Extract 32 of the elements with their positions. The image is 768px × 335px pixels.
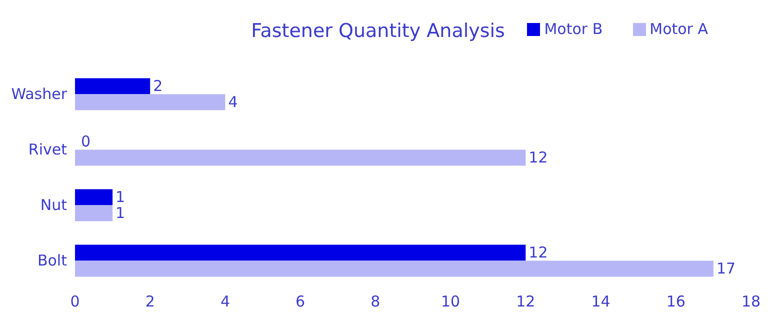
data-label: 4 <box>228 93 238 112</box>
data-label: 12 <box>528 148 548 167</box>
bar <box>75 150 526 166</box>
data-label: 2 <box>153 77 163 96</box>
chart-title: Fastener Quantity Analysis <box>251 20 505 42</box>
x-tick-label: 12 <box>516 292 536 311</box>
data-label: 1 <box>116 188 126 206</box>
x-tick-label: 14 <box>591 292 610 311</box>
x-tick-label: 0 <box>70 292 80 311</box>
bar <box>75 244 526 261</box>
bar <box>75 189 113 206</box>
x-tick-label: 16 <box>666 292 686 311</box>
x-tick-label: 8 <box>370 292 380 311</box>
bar <box>75 94 226 110</box>
legend-label: Motor A <box>650 20 708 38</box>
data-label: 0 <box>81 132 91 151</box>
x-tick-label: 10 <box>441 292 460 311</box>
legend-label: Motor B <box>544 20 603 38</box>
y-tick-label: Nut <box>40 196 68 214</box>
x-tick-label: 6 <box>296 292 306 311</box>
bar <box>75 260 714 277</box>
x-tick-label: 2 <box>145 292 155 311</box>
data-label: 12 <box>528 244 548 262</box>
data-label: 1 <box>116 204 126 222</box>
y-tick-label: Bolt <box>37 252 68 270</box>
y-tick-label: Rivet <box>28 140 68 159</box>
y-tick-label: Washer <box>11 85 68 104</box>
bar <box>75 205 113 222</box>
x-tick-label: 4 <box>220 292 230 311</box>
data-label: 17 <box>716 260 736 278</box>
x-tick-label: 18 <box>741 292 761 311</box>
bar <box>75 78 150 94</box>
